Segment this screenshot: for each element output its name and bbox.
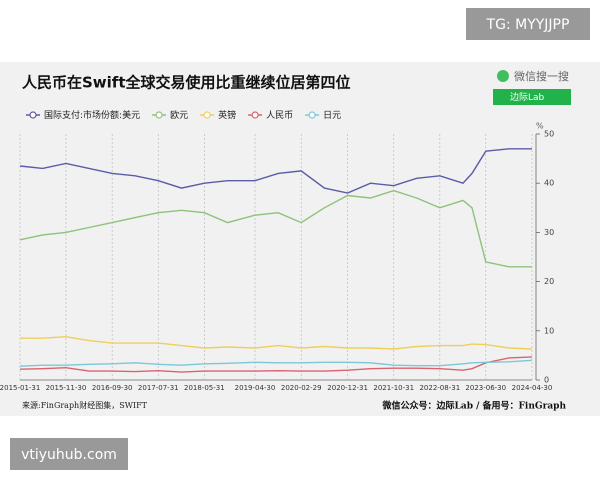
legend-item: 国际支付:市场份额:美元 [26, 109, 140, 121]
series-line [19, 356, 533, 373]
x-tick-label: 2017-07-31 [138, 384, 179, 392]
chart-background [0, 62, 600, 416]
search-box-text: 边际Lab [510, 92, 545, 103]
x-tick-label: 2019-04-30 [235, 384, 276, 392]
y-tick-label: 50 [544, 130, 554, 139]
y-tick-label: 30 [544, 228, 554, 237]
search-label: 微信搜一搜 [514, 69, 569, 83]
legend-label: 英镑 [218, 109, 236, 121]
watermark: vtiyuhub.com [21, 447, 117, 463]
legend-item: 日元 [305, 110, 341, 121]
x-tick-label: 2022-08-31 [419, 384, 460, 392]
legend-label: 欧元 [170, 109, 188, 121]
series-line [19, 148, 532, 194]
series-line [19, 189, 532, 268]
x-tick-label: 2021-10-31 [373, 384, 414, 392]
legend-item: 欧元 [152, 109, 188, 121]
plot: 0 10 20 30 40 50 2015-01-31 2015-11-30 2016-09-3… [0, 109, 554, 392]
legend-marker [203, 111, 211, 119]
legend-marker [29, 111, 37, 119]
y-tick-label: 20 [544, 277, 554, 286]
x-tick-label: 2015-01-31 [0, 384, 40, 392]
credit: 微信公众号：边际Lab / 备用号：FinGraph [382, 400, 567, 412]
x-tick-label: 2018-05-31 [184, 384, 225, 392]
x-tick-label: 2020-02-29 [281, 384, 322, 392]
search-box [493, 89, 571, 105]
legend-marker [155, 111, 163, 119]
source: 来源:FinGraph财经图集，SWIFT [22, 400, 148, 410]
x-tick-label: 2016-09-30 [92, 384, 133, 392]
y-unit: % [536, 122, 544, 131]
x-tick-label: 2015-11-30 [46, 384, 87, 392]
y-tick-label: 0 [544, 376, 549, 385]
x-tick-label: 2020-12-31 [327, 384, 368, 392]
watermark-box [466, 8, 590, 40]
watermark-box [10, 438, 128, 470]
legend-marker [308, 111, 316, 119]
legend-marker [251, 111, 259, 119]
x-tick-label: 2023-06-30 [465, 384, 506, 392]
y-tick-label: 10 [544, 326, 554, 335]
legend-label: 国际支付:市场份额:美元 [44, 109, 140, 121]
search-icon [497, 70, 509, 82]
series-line [19, 359, 533, 367]
legend-label: 人民币 [266, 110, 293, 121]
chart-title: 人民币在Swift全球交易使用比重继续位居第四位 [22, 74, 351, 92]
legend-item: 人民币 [248, 110, 293, 121]
legend-label: 日元 [323, 110, 341, 121]
series-line [20, 335, 533, 350]
x-tick-label: 2024-04-30 [512, 384, 553, 392]
legend-item: 英镑 [200, 109, 236, 121]
y-tick-label: 40 [544, 179, 554, 188]
watermark: TG: MYYJJPP [486, 17, 570, 33]
